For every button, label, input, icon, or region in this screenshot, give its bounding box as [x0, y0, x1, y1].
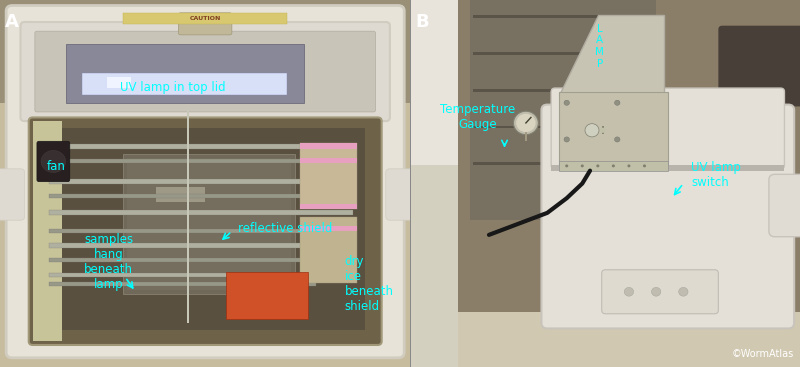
FancyBboxPatch shape — [123, 154, 295, 294]
Bar — [474, 126, 652, 128]
Bar — [50, 144, 353, 149]
Text: fan: fan — [47, 160, 66, 172]
Circle shape — [651, 287, 661, 296]
FancyBboxPatch shape — [299, 143, 357, 209]
Circle shape — [564, 100, 570, 105]
Bar — [50, 194, 353, 198]
Bar — [45, 128, 366, 330]
Text: UV lamp in top lid: UV lamp in top lid — [119, 81, 225, 94]
Bar — [0, 349, 410, 367]
FancyBboxPatch shape — [37, 141, 70, 182]
Circle shape — [596, 164, 599, 167]
Text: B: B — [416, 13, 430, 31]
Bar — [337, 103, 410, 367]
Circle shape — [624, 287, 634, 296]
Circle shape — [614, 137, 620, 142]
Bar — [411, 0, 458, 367]
Bar — [106, 77, 131, 88]
Circle shape — [41, 150, 66, 172]
Text: Temperature
Gauge: Temperature Gauge — [440, 103, 515, 131]
Bar — [50, 179, 353, 184]
Text: UV lamp
switch: UV lamp switch — [691, 161, 741, 189]
Bar — [186, 110, 189, 323]
Text: ©WormAtlas: ©WormAtlas — [732, 349, 794, 359]
Bar — [299, 158, 357, 163]
FancyBboxPatch shape — [0, 169, 25, 220]
FancyBboxPatch shape — [542, 105, 794, 328]
Text: A: A — [5, 13, 18, 31]
Bar — [0, 103, 74, 367]
FancyBboxPatch shape — [559, 92, 668, 165]
Text: samples
hang
beneath
lamp: samples hang beneath lamp — [84, 233, 134, 291]
Bar — [474, 15, 652, 18]
Circle shape — [678, 287, 688, 296]
FancyBboxPatch shape — [226, 272, 308, 319]
Bar — [50, 210, 353, 215]
Bar — [411, 165, 458, 367]
Bar — [50, 159, 353, 163]
FancyBboxPatch shape — [299, 217, 357, 283]
Bar — [50, 273, 316, 277]
Bar — [50, 243, 316, 248]
Bar — [458, 312, 800, 367]
Bar — [50, 282, 316, 286]
Bar — [50, 229, 316, 233]
Bar — [50, 258, 316, 262]
FancyBboxPatch shape — [178, 13, 232, 35]
Bar — [299, 204, 357, 209]
Bar — [299, 143, 357, 149]
FancyBboxPatch shape — [6, 6, 404, 358]
FancyBboxPatch shape — [35, 31, 375, 112]
FancyBboxPatch shape — [769, 174, 800, 237]
Text: reflective shield: reflective shield — [238, 222, 333, 235]
Circle shape — [612, 164, 615, 167]
Bar — [474, 162, 652, 165]
Circle shape — [514, 111, 538, 135]
Circle shape — [585, 124, 599, 137]
FancyBboxPatch shape — [602, 270, 718, 314]
Circle shape — [600, 128, 606, 133]
FancyBboxPatch shape — [127, 158, 291, 290]
Circle shape — [643, 164, 646, 167]
Circle shape — [516, 114, 536, 132]
FancyBboxPatch shape — [21, 22, 390, 121]
Bar — [525, 130, 527, 141]
FancyBboxPatch shape — [386, 169, 414, 220]
Text: L
A
M
P: L A M P — [595, 24, 604, 69]
Bar — [602, 126, 604, 134]
Bar — [123, 13, 287, 24]
Text: dry
ice
beneath
shield: dry ice beneath shield — [345, 255, 394, 313]
FancyBboxPatch shape — [66, 44, 304, 103]
Bar — [474, 89, 652, 92]
Bar — [156, 187, 206, 202]
Text: CAUTION: CAUTION — [190, 16, 221, 21]
Circle shape — [627, 164, 630, 167]
FancyBboxPatch shape — [718, 26, 800, 106]
Bar — [470, 0, 656, 220]
Bar — [299, 226, 357, 231]
Bar — [474, 52, 652, 55]
Circle shape — [581, 164, 584, 167]
FancyBboxPatch shape — [559, 161, 668, 171]
Polygon shape — [559, 15, 664, 95]
Circle shape — [565, 164, 568, 167]
Circle shape — [564, 137, 570, 142]
Circle shape — [614, 100, 620, 105]
FancyBboxPatch shape — [33, 121, 62, 341]
FancyBboxPatch shape — [29, 117, 382, 345]
Bar — [551, 165, 785, 171]
FancyBboxPatch shape — [82, 73, 287, 95]
FancyBboxPatch shape — [551, 88, 785, 169]
